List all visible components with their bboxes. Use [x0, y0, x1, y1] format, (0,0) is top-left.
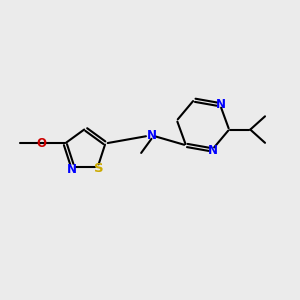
- Text: N: N: [208, 144, 218, 157]
- Text: S: S: [94, 162, 104, 175]
- Text: N: N: [146, 129, 157, 142]
- Text: O: O: [36, 137, 46, 150]
- Text: N: N: [67, 163, 77, 176]
- Text: N: N: [216, 98, 226, 111]
